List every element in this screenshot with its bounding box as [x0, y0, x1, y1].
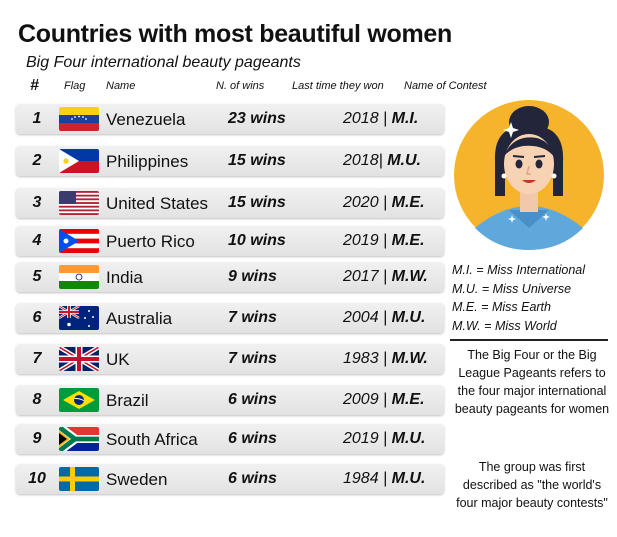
- country-name: Philippines: [106, 152, 189, 171]
- page-subtitle: Big Four international beauty pageants: [26, 54, 301, 71]
- south-africa-flag-icon: [59, 427, 99, 451]
- last-win-year: 2018: [343, 110, 379, 127]
- india-flag-icon: [59, 265, 99, 289]
- description-origin: The group was first described as "the wo…: [456, 460, 608, 510]
- philippines-flag-icon: [59, 149, 99, 173]
- rank-number: 6: [32, 309, 42, 326]
- rank-number: 9: [32, 430, 42, 447]
- last-win-year: 2019: [343, 430, 379, 447]
- rank-number: 10: [28, 470, 46, 487]
- legend-divider: [450, 339, 608, 341]
- last-win: 2018| M.U.: [343, 152, 421, 170]
- separator: |: [378, 232, 392, 249]
- legend-item-mw: M.W. = Miss World: [452, 318, 557, 333]
- australia-flag-icon: [59, 306, 99, 330]
- last-win: 2020 | M.E.: [343, 194, 425, 212]
- rank-number: 1: [32, 110, 42, 127]
- last-win-year: 1984: [343, 470, 379, 487]
- rank-number: 2: [32, 152, 42, 169]
- last-win-year: 2018: [343, 152, 379, 169]
- wins-count: 23 wins: [228, 110, 286, 127]
- header-contest: Name of Contest: [404, 80, 487, 92]
- last-win-year: 2009: [343, 391, 379, 408]
- contest-name: M.W.: [391, 268, 428, 285]
- separator: |: [378, 194, 392, 211]
- sweden-flag-icon: [59, 467, 99, 491]
- contest-name: M.I.: [391, 110, 419, 127]
- separator: |: [378, 110, 392, 127]
- separator: |: [378, 152, 388, 169]
- puerto-rico-flag-icon: [59, 229, 99, 253]
- country-name: Australia: [106, 309, 173, 328]
- rank-number: 5: [32, 268, 42, 285]
- venezuela-flag-icon: [59, 107, 99, 131]
- description-big-four: The Big Four or the Big League Pageants …: [454, 348, 610, 416]
- contest-name: M.E.: [391, 194, 425, 211]
- last-win-year: 2020: [343, 194, 379, 211]
- contest-name: M.U.: [391, 470, 426, 487]
- last-win: 2019 | M.E.: [343, 232, 425, 250]
- last-win: 2004 | M.U.: [343, 309, 425, 327]
- page-title: Countries with most beautiful women: [18, 20, 452, 48]
- contest-name: M.U.: [387, 152, 421, 169]
- rank-number: 7: [32, 350, 42, 367]
- wins-count: 9 wins: [228, 268, 277, 285]
- last-win-year: 1983: [343, 350, 379, 367]
- wins-count: 10 wins: [228, 232, 286, 249]
- wins-count: 6 wins: [228, 430, 277, 447]
- contest-name: M.E.: [391, 391, 425, 408]
- header-last-won: Last time they won: [292, 80, 384, 92]
- contest-name: M.U.: [391, 430, 426, 447]
- last-win: 1984 | M.U.: [343, 470, 425, 488]
- country-name: UK: [106, 350, 130, 369]
- rank-number: 8: [32, 391, 42, 408]
- header-flag: Flag: [64, 80, 86, 92]
- last-win: 2018 | M.I.: [343, 110, 418, 128]
- separator: |: [378, 309, 392, 326]
- country-name: India: [106, 268, 143, 287]
- wins-count: 15 wins: [228, 194, 286, 211]
- contest-name: M.W.: [391, 350, 428, 367]
- wins-count: 6 wins: [228, 391, 277, 408]
- wins-count: 7 wins: [228, 309, 277, 326]
- uk-flag-icon: [59, 347, 99, 371]
- woman-avatar-icon: [453, 100, 605, 250]
- separator: |: [378, 350, 392, 367]
- contest-legend: M.I. = Miss International M.U. = Miss Un…: [452, 261, 585, 335]
- country-name: United States: [106, 194, 209, 213]
- legend-item-mi: M.I. = Miss International: [452, 263, 586, 277]
- separator: |: [378, 391, 392, 408]
- wins-count: 15 wins: [228, 152, 286, 169]
- separator: |: [378, 430, 392, 447]
- last-win: 1983 | M.W.: [343, 350, 428, 368]
- contest-name: M.E.: [391, 232, 425, 249]
- last-win-year: 2017: [343, 268, 379, 285]
- rank-number: 4: [32, 232, 42, 249]
- last-win: 2019 | M.U.: [343, 430, 425, 448]
- country-name: South Africa: [106, 430, 198, 449]
- legend-item-me: M.E. = Miss Earth: [452, 300, 551, 314]
- legend-item-mu: M.U. = Miss Universe: [452, 281, 572, 296]
- country-name: Puerto Rico: [106, 232, 195, 251]
- last-win: 2009 | M.E.: [343, 391, 425, 409]
- united-states-flag-icon: [59, 191, 99, 215]
- separator: |: [378, 470, 392, 487]
- last-win-year: 2019: [343, 232, 379, 249]
- wins-count: 6 wins: [228, 470, 277, 487]
- wins-count: 7 wins: [228, 350, 277, 367]
- contest-name: M.U.: [391, 309, 426, 326]
- separator: |: [378, 268, 392, 285]
- country-name: Venezuela: [106, 110, 186, 129]
- last-win: 2017 | M.W.: [343, 268, 428, 286]
- country-name: Sweden: [106, 470, 168, 489]
- header-wins: N. of wins: [216, 80, 265, 92]
- last-win-year: 2004: [343, 309, 379, 326]
- header-rank: #: [30, 77, 39, 94]
- country-name: Brazil: [106, 391, 149, 410]
- rank-number: 3: [32, 194, 42, 211]
- brazil-flag-icon: [59, 388, 99, 412]
- header-name: Name: [106, 80, 136, 92]
